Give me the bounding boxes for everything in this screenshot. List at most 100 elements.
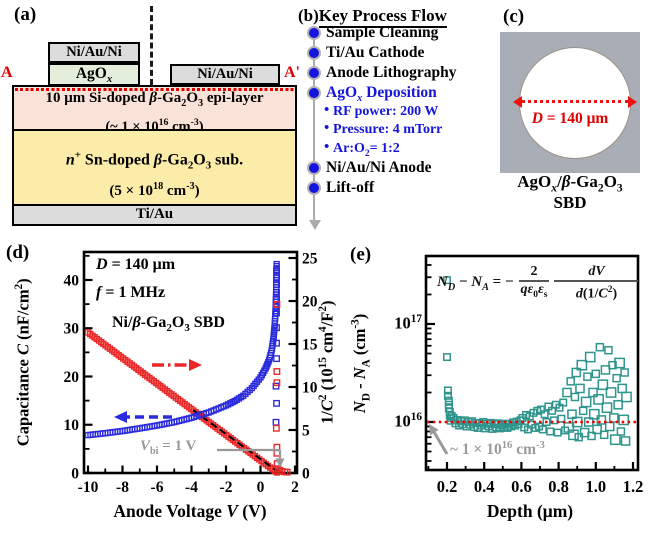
substrate-layer: n+ Sn-doped β-Ga2O3 sub. (5 × 1018 cm-3) — [12, 129, 297, 206]
substep-label: RF power: 200 W — [333, 103, 439, 119]
panel-d-label: (d) — [6, 242, 30, 263]
svg-text:20: 20 — [302, 294, 318, 311]
diameter-value: D = 140 μm — [531, 110, 609, 127]
panel-b-process-flow: (b)Key Process Flow Sample Cleaning Ti/Au… — [298, 4, 496, 240]
y-axis-title: ND - NA (cm-3) — [349, 313, 373, 414]
doping-formula: ND − NA = − 2 qε0εs dV d(1/C2) — [437, 264, 639, 303]
step-bullet-icon — [307, 26, 321, 40]
step-label: AgOx Deposition — [326, 84, 437, 105]
axes-frame: 0.2 0.4 0.6 0.8 1.0 1.2 — [424, 254, 644, 496]
anode-metal-layer: Ni/Au/Ni — [48, 42, 140, 63]
panel-e-doping-chart: 0.2 0.4 0.6 0.8 1.0 1.2 (e) ND − NA = − 2 qε0… — [340, 240, 671, 544]
process-step: AgOx Deposition — [298, 84, 496, 104]
svg-text:0.4: 0.4 — [474, 477, 495, 496]
bottom-metal-layer: Ti/Au — [12, 204, 297, 226]
vbi-arrow-head-icon — [275, 458, 285, 468]
svg-text:15: 15 — [302, 337, 318, 354]
svg-text:1.0: 1.0 — [585, 477, 606, 496]
svg-text:2: 2 — [291, 479, 299, 496]
svg-text:0.8: 0.8 — [548, 477, 569, 496]
svg-text:0.6: 0.6 — [511, 477, 532, 496]
process-step: Sample Cleaning — [298, 24, 496, 44]
reference-arrow-head-icon — [429, 424, 439, 436]
panel-e-label: (e) — [350, 244, 372, 265]
svg-text:10: 10 — [64, 417, 80, 434]
y-tick-1e16: 1016 — [394, 411, 422, 431]
process-step: • RF power: 200 W — [298, 101, 496, 123]
process-step: • Ar:O2= 1:2 — [298, 138, 496, 160]
step-label: Sample Cleaning — [326, 24, 439, 41]
device-photo: D = 140 μm — [500, 32, 640, 173]
panel-a-device-schematic: (a) Ni/Au/Ni AgOx Ni/Au/Ni A A' 10 μm Si… — [0, 0, 336, 240]
svg-text:0: 0 — [257, 479, 265, 496]
process-flow-title: Key Process Flow — [318, 6, 447, 28]
svg-text:30: 30 — [64, 321, 80, 338]
inverse-c2-series — [84, 329, 281, 476]
step-label: Lift-off — [326, 179, 375, 196]
svg-text:-4: -4 — [185, 479, 198, 496]
epi-layer-line1: 10 μm Si-doped β-Ga2O3 epi-layer — [45, 90, 264, 109]
svg-text:-8: -8 — [116, 479, 129, 496]
panel-c-label: (c) — [503, 6, 525, 27]
svg-text:10: 10 — [302, 380, 318, 397]
step-bullet-icon — [307, 66, 321, 80]
svg-text:0: 0 — [71, 466, 79, 483]
epi-layer: 10 μm Si-doped β-Ga2O3 epi-layer (~ 1 × … — [12, 85, 297, 135]
formula-fraction-1: 2 qε0εs — [518, 264, 550, 300]
svg-text:-6: -6 — [151, 479, 164, 496]
process-step: Anode Lithography — [298, 64, 496, 84]
diameter-annotation: D = 140 μm — [96, 256, 176, 273]
section-marker-a: A — [1, 64, 13, 81]
photo-caption-line2: SBD — [553, 193, 587, 212]
panel-b-label: (b) — [298, 6, 319, 25]
x-axis-title: Anode Voltage V (V) — [113, 501, 267, 521]
linear-fit-line — [192, 409, 281, 474]
substep-label: Pressure: 4 mTorr — [333, 122, 443, 137]
reference-doping-annotation: ~ 1 × 1016 cm-3 — [450, 440, 545, 459]
step-label: Ni/Au/Ni Anode — [326, 159, 432, 176]
frequency-annotation: f = 1 MHz — [96, 284, 166, 301]
step-label: Anode Lithography — [326, 64, 457, 81]
process-step: Lift-off — [298, 179, 496, 199]
panel-d-cv-chart: -10 -8 -6 -4 -2 0 2 0 10 20 30 40 0 5 10 15 20 25 (d) D =… — [0, 240, 340, 544]
cut-line-dashed — [150, 6, 153, 85]
flow-arrow-head-icon — [308, 220, 321, 230]
step-bullet-icon — [307, 161, 321, 175]
process-step: • Pressure: 4 mTorr — [298, 120, 496, 141]
substep-label: Ar:O2= 1:2 — [333, 140, 400, 159]
svg-text:0.2: 0.2 — [437, 477, 458, 496]
substep-bullet-icon: • — [324, 138, 330, 155]
substep-bullet-icon: • — [324, 101, 330, 118]
svg-text:-2: -2 — [220, 479, 233, 496]
panel-a-label: (a) — [14, 4, 37, 25]
agox-layer: AgOx — [48, 62, 140, 86]
step-bullet-icon — [307, 181, 321, 195]
substep-bullet-icon: • — [324, 120, 330, 136]
axis-arrows — [114, 359, 202, 423]
photo-caption-line1: AgOx/β-Ga2O3 — [517, 172, 623, 195]
section-marker-a-prime: A' — [284, 64, 300, 81]
svg-text:25: 25 — [302, 251, 318, 268]
svg-text:5: 5 — [302, 423, 310, 440]
process-step: Ni/Au/Ni Anode — [298, 159, 496, 179]
svg-text:1.2: 1.2 — [623, 477, 644, 496]
right-y-axis-title: 1/C2 (1015 cm4/F2) — [316, 300, 337, 424]
section-cut-dotted-line — [15, 87, 294, 91]
vbi-callout — [217, 448, 285, 468]
svg-text:20: 20 — [64, 369, 80, 386]
formula-fraction-2: dV d(1/C2) — [554, 264, 639, 303]
formula-lhs: ND − NA = − — [437, 273, 514, 293]
svg-text:0: 0 — [302, 466, 310, 483]
substrate-line2: (5 × 1018 cm-3) — [109, 180, 200, 199]
substrate-line1: n+ Sn-doped β-Ga2O3 sub. — [65, 149, 244, 172]
device-anode-circle — [519, 47, 631, 159]
flow-arrow-shaft — [313, 32, 315, 220]
svg-text:-10: -10 — [78, 479, 99, 496]
y-tick-1e17: 1017 — [394, 313, 422, 333]
panel-c-micrograph: (c) D = 140 μm AgOx/β-Ga2O3 SBD — [495, 4, 671, 244]
doping-chart-plot: 0.2 0.4 0.6 0.8 1.0 1.2 — [424, 254, 644, 496]
cathode-pad-layer: Ni/Au/Ni — [170, 64, 280, 85]
process-step: Ti/Au Cathode — [298, 44, 496, 64]
